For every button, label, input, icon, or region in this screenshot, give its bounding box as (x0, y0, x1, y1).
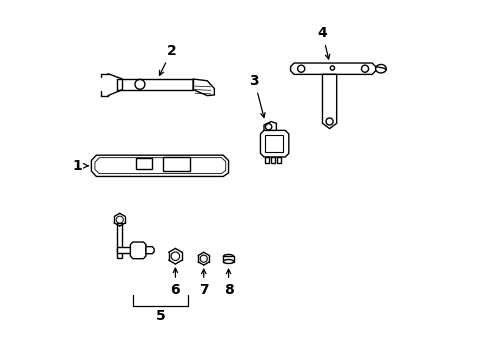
Text: 8: 8 (223, 269, 233, 297)
Polygon shape (130, 242, 145, 259)
Polygon shape (117, 222, 122, 258)
Polygon shape (91, 155, 228, 176)
Polygon shape (322, 75, 336, 129)
Ellipse shape (375, 64, 386, 73)
Text: 1: 1 (72, 159, 88, 173)
Text: 2: 2 (159, 44, 176, 75)
Polygon shape (117, 247, 133, 253)
Polygon shape (277, 157, 280, 163)
Text: 5: 5 (155, 310, 165, 324)
Text: 6: 6 (170, 268, 180, 297)
Polygon shape (290, 63, 375, 75)
Polygon shape (145, 247, 154, 254)
Ellipse shape (223, 255, 233, 258)
Text: 3: 3 (249, 74, 264, 117)
Bar (264, 135, 283, 152)
Polygon shape (264, 122, 276, 130)
Text: 7: 7 (199, 269, 208, 297)
Polygon shape (260, 130, 288, 157)
Text: 4: 4 (317, 26, 329, 59)
Polygon shape (264, 157, 268, 163)
Polygon shape (270, 157, 274, 163)
Bar (223, 256, 233, 261)
Ellipse shape (223, 260, 233, 264)
Bar (136, 158, 152, 168)
Bar (163, 157, 189, 171)
